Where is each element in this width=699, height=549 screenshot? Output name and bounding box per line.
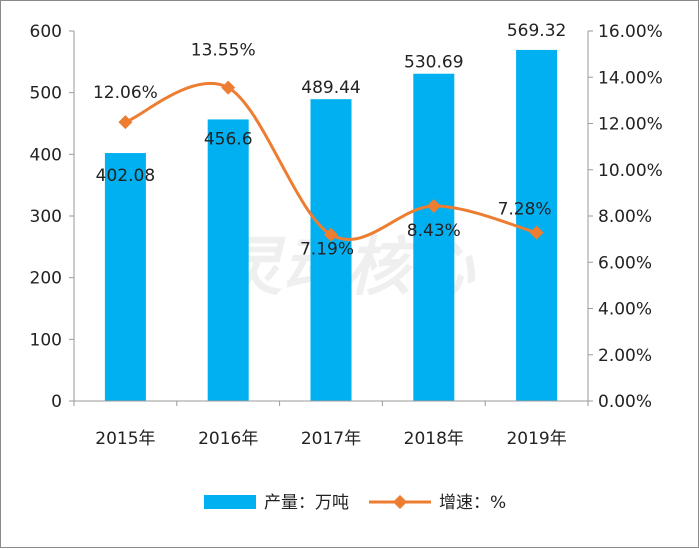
y-left-tick-label-0: 0 bbox=[51, 392, 62, 412]
bar-label-0: 402.08 bbox=[96, 166, 155, 186]
x-tick-label-0: 2015年 bbox=[95, 429, 155, 449]
growth-label-2: 7.19% bbox=[300, 240, 354, 260]
x-tick-label-3: 2018年 bbox=[404, 429, 464, 449]
legend-swatch-growth-marker bbox=[393, 495, 407, 509]
y-left-tick-label-1: 100 bbox=[30, 330, 62, 350]
x-tick-label-1: 2016年 bbox=[198, 429, 258, 449]
y-left-tick-label-5: 500 bbox=[30, 84, 62, 104]
y-right-tick-label-5: 10.00% bbox=[598, 161, 663, 181]
bar-label-4: 569.32 bbox=[507, 21, 566, 41]
y-left-tick-label-2: 200 bbox=[30, 269, 62, 289]
y-left-tick-label-4: 400 bbox=[30, 145, 62, 165]
growth-marker-0 bbox=[118, 115, 133, 130]
y-left-tick-label-6: 600 bbox=[30, 22, 62, 42]
growth-label-0: 12.06% bbox=[93, 83, 158, 103]
growth-label-3: 8.43% bbox=[407, 221, 461, 241]
y-right-tick-label-1: 2.00% bbox=[598, 346, 652, 366]
bar-label-1: 456.6 bbox=[204, 129, 253, 149]
legend-swatch-output bbox=[204, 495, 256, 509]
y-left-tick-label-3: 300 bbox=[30, 207, 62, 227]
y-right-tick-label-7: 14.00% bbox=[598, 68, 663, 88]
y-right-tick-label-8: 16.00% bbox=[598, 22, 663, 42]
bar-label-3: 530.69 bbox=[404, 53, 463, 73]
y-right-tick-label-4: 8.00% bbox=[598, 207, 652, 227]
growth-marker-2 bbox=[324, 227, 338, 242]
legend-label-growth: 增速：% bbox=[439, 493, 506, 513]
y-right-tick-label-0: 0.00% bbox=[598, 392, 652, 412]
bar-1 bbox=[207, 119, 249, 402]
y-right-tick-label-3: 6.00% bbox=[598, 253, 652, 273]
growth-marker-1 bbox=[221, 80, 236, 95]
bar-4 bbox=[516, 49, 558, 401]
growth-label-1: 13.55% bbox=[191, 41, 256, 61]
x-tick-label-2: 2017年 bbox=[301, 429, 361, 449]
bar-3 bbox=[413, 73, 455, 402]
y-right-tick-label-2: 4.00% bbox=[598, 300, 652, 320]
growth-marker-3 bbox=[426, 199, 441, 214]
bar-label-2: 489.44 bbox=[301, 78, 360, 98]
y-right-tick-label-6: 12.00% bbox=[598, 115, 663, 135]
legend: 产量：万吨 增速：% bbox=[204, 493, 506, 513]
bar-2 bbox=[310, 99, 352, 402]
bar-0 bbox=[104, 153, 146, 401]
growth-marker-4 bbox=[529, 225, 544, 240]
x-tick-label-4: 2019年 bbox=[506, 429, 566, 449]
growth-label-4: 7.28% bbox=[498, 200, 552, 220]
legend-label-output: 产量：万吨 bbox=[264, 493, 349, 513]
